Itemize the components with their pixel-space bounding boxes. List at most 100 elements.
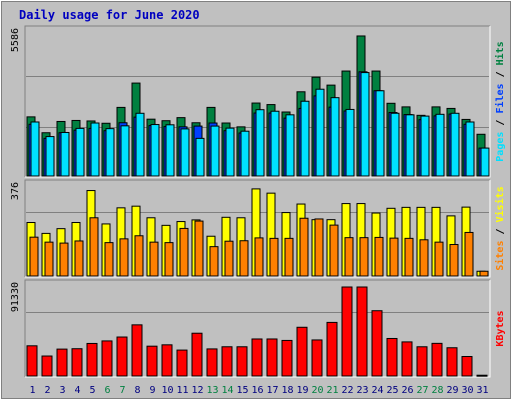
bar-pages-day-29 [450,112,460,177]
day-label-30: 30 [461,385,473,396]
panel-kbytes-legend: KBytes [495,310,506,346]
bar-kbytes-day-17 [266,338,278,377]
bar-pages-day-14 [225,127,235,177]
day-label-31: 31 [476,385,488,396]
legend-part: / [495,114,506,132]
bar-kbytes-day-12 [191,332,203,377]
day-label-26: 26 [401,385,413,396]
bar-kbytes-day-18 [281,339,293,377]
panel-hits_files_pages-legend: Pages / Files / Hits [494,41,506,161]
day-label-28: 28 [431,385,443,396]
bar-pages-day-21 [330,97,340,177]
bar-sites-day-28 [434,241,444,277]
day-label-14: 14 [221,385,233,396]
legend-part: Pages [495,132,506,162]
bar-pages-day-26 [405,114,415,177]
bar-sites-day-29 [449,244,459,277]
legend-part: Files [494,83,506,113]
bar-kbytes-day-10 [161,344,173,377]
bar-kbytes-day-27 [416,346,428,377]
day-label-17: 17 [266,385,278,396]
bar-sites-day-18 [284,237,294,277]
bar-kbytes-day-20 [311,339,323,377]
day-label-3: 3 [59,385,65,396]
bar-sites-day-20 [314,218,324,277]
chart-title: Daily usage for June 2020 [19,8,200,22]
day-label-21: 21 [326,385,338,396]
panel-visits_sites-bevel-dark [24,179,490,277]
day-axis: 1 2 3 4 5 6 7 8 9 10 11 12 13 14 15 16 17 18 19 20 21 22 23 24 2… [29,385,488,396]
bar-sites-day-17 [269,237,279,277]
bar-sites-day-6 [104,242,114,277]
bar-pages-day-6 [105,128,115,177]
bar-sites-day-31 [479,270,489,277]
day-label-12: 12 [191,385,203,396]
bar-kbytes-day-3 [56,348,68,377]
panel-kbytes-bevel-light [25,280,491,378]
bar-pages-day-8 [135,112,145,177]
panel-hits_files_pages-bevel-light [25,26,491,178]
day-label-5: 5 [89,385,95,396]
bar-kbytes-day-30 [461,356,473,377]
bar-pages-day-19 [300,100,310,177]
bar-kbytes-day-4 [71,348,83,377]
bar-pages-day-27 [420,115,430,177]
bar-pages-day-31 [480,147,490,177]
bar-pages-day-7 [120,125,130,177]
bar-sites-day-30 [464,231,474,277]
bar-kbytes-day-28 [431,342,443,377]
bar-sites-day-1 [29,236,39,277]
day-label-10: 10 [161,385,173,396]
bar-sites-day-27 [419,239,429,277]
bar-pages-day-11 [180,128,190,177]
bar-kbytes-day-15 [236,346,248,377]
bar-sites-day-4 [74,240,84,277]
bar-kbytes-day-8 [131,324,143,377]
bar-pages-day-4 [75,127,85,177]
day-label-1: 1 [29,385,35,396]
bar-sites-day-19 [299,217,309,277]
bar-sites-day-8 [134,235,144,277]
bar-pages-day-5 [90,122,100,177]
day-label-7: 7 [119,385,125,396]
day-label-8: 8 [134,385,140,396]
bar-sites-day-21 [329,224,339,277]
bar-kbytes-day-6 [101,340,113,377]
day-label-18: 18 [281,385,293,396]
bar-sites-day-25 [389,237,399,277]
bar-sites-day-14 [224,240,234,277]
bar-pages-day-30 [465,121,475,177]
bar-kbytes-day-9 [146,345,158,377]
legend-part: Hits [494,41,506,65]
bar-pages-day-28 [435,113,445,177]
bar-kbytes-day-24 [371,310,383,377]
bar-sites-day-7 [119,238,129,277]
bar-kbytes-day-19 [296,326,308,377]
bar-kbytes-day-11 [176,349,188,377]
bar-sites-day-22 [344,237,354,277]
legend-part: KBytes [495,310,506,346]
bar-pages-day-2 [45,136,55,177]
bar-sites-day-12 [194,220,204,277]
day-label-9: 9 [149,385,155,396]
legend-part: / [495,222,506,240]
bar-pages-day-25 [390,112,400,177]
bar-kbytes-day-14 [221,346,233,377]
bar-pages-day-16 [255,109,265,177]
bar-kbytes-day-1 [26,345,38,377]
day-label-19: 19 [296,385,308,396]
panel-kbytes-bevel-dark [24,279,490,377]
bar-sites-day-11 [179,227,189,277]
day-label-27: 27 [416,385,428,396]
bar-pages-day-15 [240,130,250,177]
bar-kbytes-day-26 [401,341,413,377]
bar-kbytes-day-25 [386,337,398,377]
bar-pages-day-24 [375,90,385,177]
bar-pages-day-1 [30,121,40,177]
panel-hits_files_pages-max-label: 5586 [10,28,21,52]
bar-pages-day-9 [150,124,160,177]
day-label-16: 16 [251,385,263,396]
day-label-24: 24 [371,385,383,396]
panel-visits_sites-max-label: 376 [10,182,21,200]
